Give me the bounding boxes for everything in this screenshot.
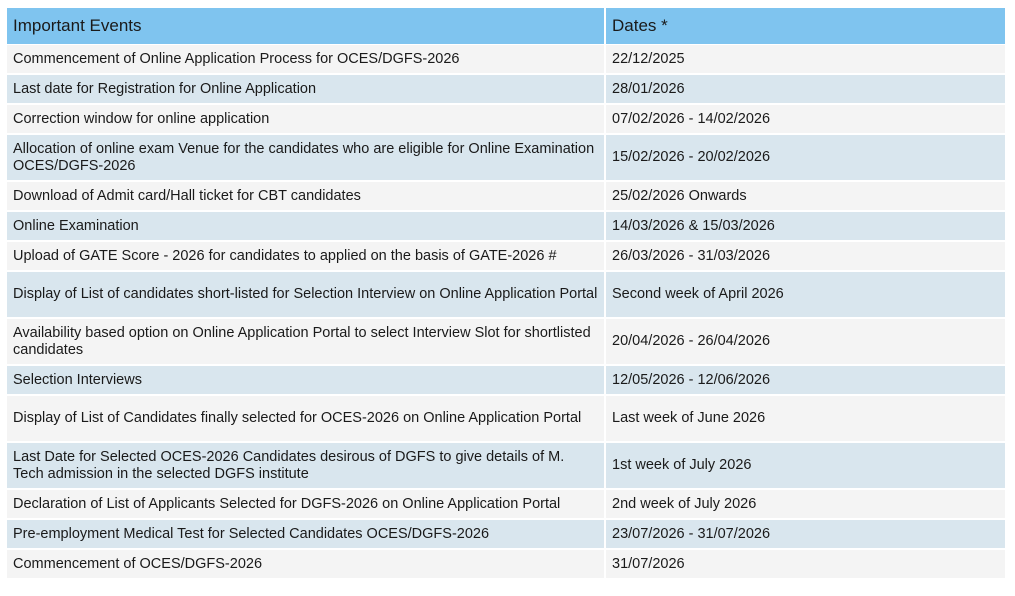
event-cell: Pre-employment Medical Test for Selected… — [7, 520, 604, 550]
table-row: Last date for Registration for Online Ap… — [7, 75, 1005, 105]
date-cell: Last week of June 2026 — [604, 396, 1005, 443]
table-row: Correction window for online application… — [7, 105, 1005, 135]
event-cell: Availability based option on Online Appl… — [7, 319, 604, 366]
table-row: Allocation of online exam Venue for the … — [7, 135, 1005, 182]
table-row: Declaration of List of Applicants Select… — [7, 490, 1005, 520]
table-row: Commencement of Online Application Proce… — [7, 45, 1005, 75]
date-cell: 12/05/2026 - 12/06/2026 — [604, 366, 1005, 396]
date-cell: 2nd week of July 2026 — [604, 490, 1005, 520]
table-row: Upload of GATE Score - 2026 for candidat… — [7, 242, 1005, 272]
event-cell: Last Date for Selected OCES-2026 Candida… — [7, 443, 604, 490]
event-cell: Commencement of OCES/DGFS-2026 — [7, 550, 604, 580]
date-cell: 22/12/2025 — [604, 45, 1005, 75]
date-cell: Second week of April 2026 — [604, 272, 1005, 319]
important-events-table: Important Events Dates * Commencement of… — [7, 8, 1005, 580]
table-row: Last Date for Selected OCES-2026 Candida… — [7, 443, 1005, 490]
header-dates: Dates * — [604, 8, 1005, 45]
event-cell: Selection Interviews — [7, 366, 604, 396]
date-cell: 07/02/2026 - 14/02/2026 — [604, 105, 1005, 135]
event-cell: Commencement of Online Application Proce… — [7, 45, 604, 75]
table-row: Commencement of OCES/DGFS-2026 31/07/202… — [7, 550, 1005, 580]
date-cell: 1st week of July 2026 — [604, 443, 1005, 490]
header-important-events: Important Events — [7, 8, 604, 45]
table-row: Availability based option on Online Appl… — [7, 319, 1005, 366]
event-cell: Declaration of List of Applicants Select… — [7, 490, 604, 520]
table-row: Selection Interviews 12/05/2026 - 12/06/… — [7, 366, 1005, 396]
event-cell: Upload of GATE Score - 2026 for candidat… — [7, 242, 604, 272]
table-row: Display of List of Candidates finally se… — [7, 396, 1005, 443]
date-cell: 25/02/2026 Onwards — [604, 182, 1005, 212]
events-table-container: Important Events Dates * Commencement of… — [7, 8, 1005, 580]
event-cell: Last date for Registration for Online Ap… — [7, 75, 604, 105]
table-row: Online Examination 14/03/2026 & 15/03/20… — [7, 212, 1005, 242]
event-cell: Allocation of online exam Venue for the … — [7, 135, 604, 182]
event-cell: Online Examination — [7, 212, 604, 242]
event-cell: Display of List of Candidates finally se… — [7, 396, 604, 443]
event-cell: Display of List of candidates short-list… — [7, 272, 604, 319]
table-row: Download of Admit card/Hall ticket for C… — [7, 182, 1005, 212]
date-cell: 15/02/2026 - 20/02/2026 — [604, 135, 1005, 182]
date-cell: 23/07/2026 - 31/07/2026 — [604, 520, 1005, 550]
event-cell: Correction window for online application — [7, 105, 604, 135]
table-header-row: Important Events Dates * — [7, 8, 1005, 45]
table-row: Display of List of candidates short-list… — [7, 272, 1005, 319]
date-cell: 28/01/2026 — [604, 75, 1005, 105]
date-cell: 26/03/2026 - 31/03/2026 — [604, 242, 1005, 272]
date-cell: 14/03/2026 & 15/03/2026 — [604, 212, 1005, 242]
date-cell: 20/04/2026 - 26/04/2026 — [604, 319, 1005, 366]
date-cell: 31/07/2026 — [604, 550, 1005, 580]
event-cell: Download of Admit card/Hall ticket for C… — [7, 182, 604, 212]
table-row: Pre-employment Medical Test for Selected… — [7, 520, 1005, 550]
